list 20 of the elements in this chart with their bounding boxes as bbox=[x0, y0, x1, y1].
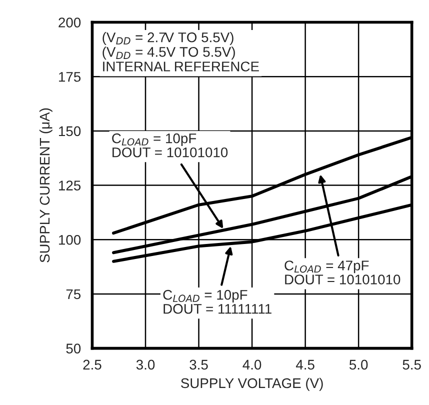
x-tick-label: 5.0 bbox=[349, 360, 368, 370]
y-tick-label: 50 bbox=[66, 344, 81, 354]
x-tick-label: 5.5 bbox=[402, 360, 421, 370]
x-tick-label: 3.0 bbox=[136, 360, 155, 370]
x-tick-label: 4.0 bbox=[242, 360, 262, 370]
y-tick-label: 100 bbox=[59, 234, 81, 245]
x-axis-title: SUPPLY VOLTAGE (V) bbox=[181, 378, 323, 391]
annotation: C$_{LOAD}$ = 10pF DOUT = 11111111 bbox=[163, 290, 272, 314]
x-tick-label: 2.5 bbox=[83, 360, 102, 370]
y-tick-label: 200 bbox=[58, 18, 81, 28]
x-tick-label: 3.5 bbox=[190, 360, 208, 370]
y-tick-label: 125 bbox=[59, 180, 81, 190]
y-tick-label: 75 bbox=[66, 289, 81, 300]
text: (V$_{DD}$ = 2.7V TO 5.5V) (V$_{DD}$ = 4.5V TO 5.5V) INTERNAL REFERENCE bbox=[102, 32, 259, 72]
y-tick-label: 175 bbox=[59, 72, 81, 82]
annotation: C$_{LOAD}$ = 10pF DOUT = 10101010 bbox=[112, 133, 228, 158]
y-tick-label: 150 bbox=[59, 126, 81, 136]
x-tick-label: 4.5 bbox=[296, 360, 314, 370]
y-axis-title: SUPPLY CURRENT (μA) bbox=[39, 108, 52, 262]
annotation: C$_{LOAD}$ = 47pF DOUT = 10101010 bbox=[284, 260, 400, 284]
